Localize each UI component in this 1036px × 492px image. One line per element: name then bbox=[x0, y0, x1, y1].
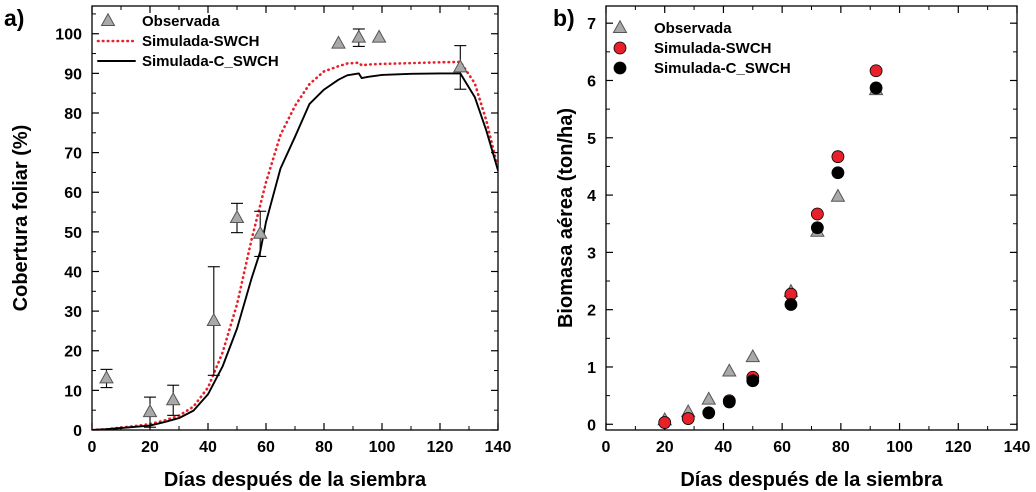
data-point-observada bbox=[165, 391, 181, 406]
data-point-observada bbox=[142, 403, 158, 418]
data-point-simulada-swch bbox=[869, 64, 883, 78]
data-point-observada bbox=[452, 59, 468, 73]
data-point-simulada-c-swch bbox=[722, 395, 736, 409]
y-tick-label: 30 bbox=[64, 304, 82, 321]
data-point-observada bbox=[252, 225, 268, 239]
x-tick-label: 140 bbox=[485, 439, 512, 456]
x-tick-label: 140 bbox=[1004, 439, 1031, 456]
x-tick-label: 60 bbox=[773, 439, 791, 456]
data-point-observada bbox=[351, 29, 367, 43]
y-tick-label: 0 bbox=[73, 423, 82, 440]
x-tick-label: 80 bbox=[832, 439, 850, 456]
data-point-simulada-swch bbox=[831, 150, 845, 164]
legend: Observada Simulada-SWCH Simulada-C_SWCH bbox=[612, 19, 791, 77]
chart-panel-b: b) 0 20 40 60 80 100 120 140 0 1 2 3 4 5 6 7 Días después… bbox=[553, 5, 1030, 491]
data-point-observada bbox=[371, 29, 387, 43]
data-point-simulada-c-swch bbox=[810, 221, 824, 235]
legend-label: Simulada-C_SWCH bbox=[654, 60, 791, 77]
series-line-simulada-c-swch bbox=[92, 72, 498, 430]
legend: Observada Simulada-SWCH Simulada-C_SWCH bbox=[96, 12, 279, 70]
legend-label: Observada bbox=[654, 20, 732, 37]
y-axis-title: Cobertura foliar (%) bbox=[10, 125, 32, 312]
y-tick-label: 5 bbox=[587, 131, 596, 148]
data-point-observada bbox=[721, 363, 737, 377]
data-point-simulada-c-swch bbox=[746, 374, 760, 388]
x-tick-label: 20 bbox=[141, 439, 159, 456]
x-tick-label: 120 bbox=[945, 439, 972, 456]
y-tick-label: 50 bbox=[64, 225, 82, 242]
legend-label: Simulada-C_SWCH bbox=[142, 53, 279, 70]
legend-swatch-triangle bbox=[612, 19, 628, 33]
data-point-observada bbox=[830, 188, 846, 202]
x-tick-label: 40 bbox=[715, 439, 733, 456]
y-tick-label: 90 bbox=[64, 66, 82, 83]
data-point-observada bbox=[745, 348, 761, 363]
legend-label: Simulada-SWCH bbox=[142, 33, 260, 50]
y-tick-label: 60 bbox=[64, 185, 82, 202]
data-point-observada bbox=[701, 391, 717, 405]
y-tick-label: 20 bbox=[64, 344, 82, 361]
data-point-simulada-swch bbox=[810, 207, 824, 221]
chart-panel-a: a) 0 20 40 60 80 100 120 140 0 10 20 30 40 50 60 70 80 90 1… bbox=[4, 5, 511, 491]
x-axis-title: Días después de la siembra bbox=[164, 469, 427, 491]
x-tick-label: 0 bbox=[88, 439, 97, 456]
y-tick-label: 6 bbox=[587, 73, 596, 90]
y-tick-label: 4 bbox=[587, 188, 596, 205]
data-point-simulada-c-swch bbox=[869, 81, 883, 95]
y-tick-label: 7 bbox=[587, 16, 596, 33]
legend-swatch-triangle bbox=[100, 12, 116, 26]
x-tick-label: 60 bbox=[257, 439, 275, 456]
data-point-simulada-swch bbox=[681, 412, 695, 425]
data-point-simulada-c-swch bbox=[784, 298, 798, 311]
data-point-observada bbox=[331, 35, 346, 49]
series-line-simulada-swch bbox=[92, 60, 498, 430]
y-tick-label: 3 bbox=[587, 245, 596, 262]
plot-area bbox=[657, 64, 884, 429]
legend-swatch-circle bbox=[613, 61, 627, 75]
y-tick-label: 1 bbox=[587, 360, 596, 377]
x-tick-label: 80 bbox=[315, 439, 333, 456]
y-tick-label: 40 bbox=[64, 264, 82, 281]
x-tick-label: 100 bbox=[369, 439, 396, 456]
data-point-observada bbox=[206, 312, 222, 326]
y-axis-title: Biomasa aérea (ton/ha) bbox=[555, 108, 577, 328]
y-tick-label: 0 bbox=[587, 417, 596, 434]
data-point-simulada-swch bbox=[658, 416, 672, 429]
y-tick-label: 70 bbox=[64, 146, 82, 163]
legend-swatch-circle bbox=[613, 41, 627, 55]
panel-label: a) bbox=[4, 5, 24, 31]
panel-label: b) bbox=[553, 5, 575, 31]
y-tick-label: 2 bbox=[587, 303, 596, 320]
x-tick-label: 40 bbox=[199, 439, 217, 456]
y-tick-label: 80 bbox=[64, 106, 82, 123]
x-axis-title: Días después de la siembra bbox=[680, 469, 943, 491]
legend-label: Simulada-SWCH bbox=[654, 40, 772, 57]
legend-label: Observada bbox=[142, 13, 220, 30]
data-point-simulada-c-swch bbox=[702, 406, 716, 420]
y-tick-label: 10 bbox=[64, 383, 82, 400]
y-tick-label: 100 bbox=[55, 27, 82, 44]
x-tick-label: 120 bbox=[427, 439, 454, 456]
data-point-simulada-c-swch bbox=[831, 166, 845, 180]
x-tick-label: 100 bbox=[886, 439, 913, 456]
plot-area bbox=[92, 28, 498, 430]
data-point-observada bbox=[229, 209, 245, 223]
data-point-observada bbox=[99, 370, 114, 384]
x-tick-label: 20 bbox=[656, 439, 674, 456]
x-tick-label: 0 bbox=[602, 439, 611, 456]
